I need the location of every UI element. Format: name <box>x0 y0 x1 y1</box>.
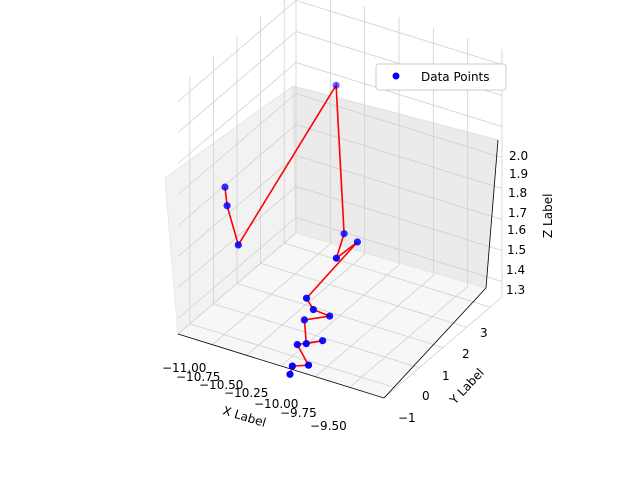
x-tick-label: −10.75 <box>176 370 220 384</box>
grid-line <box>295 62 503 127</box>
grid-line <box>177 62 297 164</box>
y-tick-label: 0 <box>422 389 430 403</box>
z-axis-label: Z Label <box>541 194 555 238</box>
x-tick-label: −9.50 <box>310 419 347 433</box>
data-point <box>353 238 361 246</box>
data-point <box>286 370 294 378</box>
z-tick-label: 1.5 <box>507 243 526 257</box>
data-point <box>340 230 348 238</box>
grid-line <box>177 124 297 226</box>
grid-line <box>177 186 297 288</box>
data-point <box>302 340 310 348</box>
grid-line <box>260 262 467 328</box>
grid-line <box>295 155 503 220</box>
data-point <box>288 362 296 370</box>
data-point <box>304 361 313 369</box>
data-point <box>234 241 242 249</box>
data-point <box>332 254 340 262</box>
x-tick-label: −10.00 <box>254 397 298 411</box>
data-point <box>309 306 317 314</box>
y-axis-line <box>383 287 487 399</box>
z-tick-label: 1.8 <box>508 186 527 200</box>
series-points <box>221 81 361 378</box>
legend-box <box>375 63 507 91</box>
legend-marker <box>392 72 400 80</box>
grid-line <box>177 155 297 257</box>
x-tick-label: −10.25 <box>224 386 268 400</box>
z-tick-label: 1.7 <box>508 206 527 220</box>
data-point <box>326 312 334 320</box>
z-tick-label: 1.4 <box>506 263 525 277</box>
data-point <box>300 316 308 324</box>
legend-label: Data Points <box>421 70 490 84</box>
legend: Data Points <box>375 63 507 91</box>
data-point <box>221 183 229 191</box>
grid-line <box>177 31 297 133</box>
grid-line <box>295 217 503 282</box>
grid-line <box>295 124 503 189</box>
grid-line <box>284 242 491 308</box>
x-tick-label: −10.50 <box>199 378 243 392</box>
data-point <box>223 202 231 210</box>
grid-line <box>236 283 444 348</box>
z-tick-label: 1.3 <box>506 283 525 297</box>
z-tick-label: 2.0 <box>509 149 528 163</box>
z-axis-line <box>485 139 499 289</box>
x-axis-line <box>177 333 385 399</box>
x-ticks: −11.00 −10.75 −10.50 −10.25 −10.00 −9.75… <box>162 361 347 433</box>
data-point <box>302 294 311 302</box>
data-point <box>319 337 327 345</box>
grid-line <box>177 0 297 102</box>
y-tick-label: 3 <box>480 326 488 340</box>
y-tick-label: 1 <box>442 369 450 383</box>
y-axis-label: Y Label <box>446 366 487 408</box>
x-tick-label: −9.75 <box>280 406 317 420</box>
grid-line <box>189 323 396 389</box>
z-tick-label: 1.6 <box>507 223 526 237</box>
y-tick-label: −1 <box>398 411 416 425</box>
y-tick-label: 2 <box>462 347 470 361</box>
grid-line <box>295 186 503 251</box>
y-ticks: −1 0 1 2 3 <box>398 326 488 425</box>
z-ticks: 1.3 1.4 1.5 1.6 1.7 1.8 1.9 2.0 <box>506 149 528 297</box>
data-point <box>332 81 340 89</box>
grid-line <box>177 217 297 319</box>
z-tick-label: 1.9 <box>509 167 528 181</box>
grid-line <box>295 0 503 65</box>
grid-line <box>177 93 297 195</box>
grid-line <box>213 303 420 369</box>
x-tick-label: −11.00 <box>162 361 206 375</box>
data-point <box>293 341 301 349</box>
grid-line <box>295 93 503 158</box>
